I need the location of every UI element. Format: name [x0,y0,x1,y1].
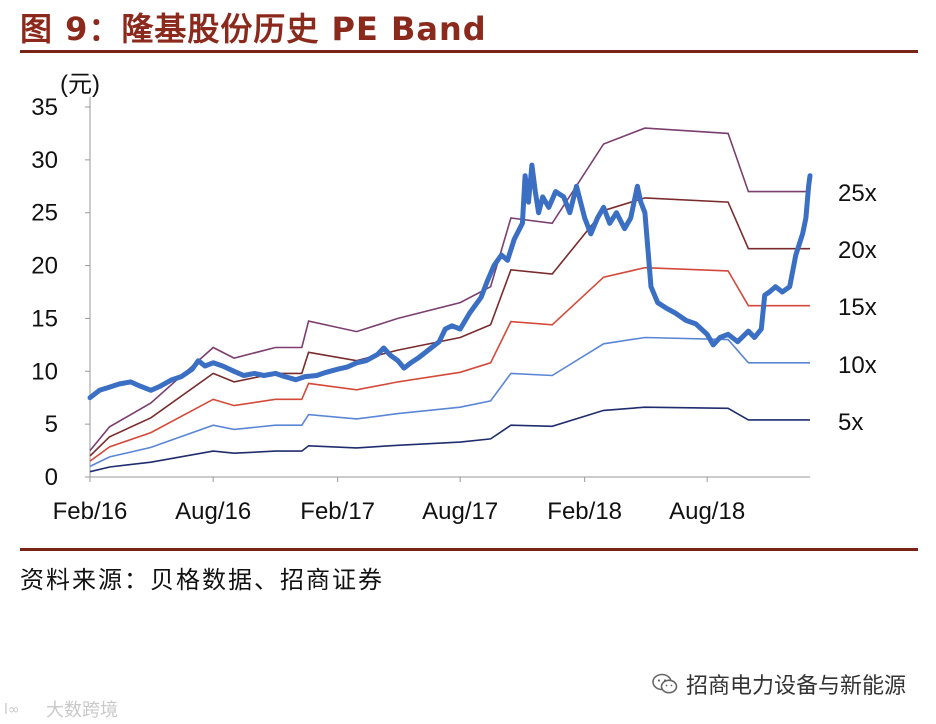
pe-band-25x [89,127,810,452]
svg-text:l∞: l∞ [4,702,20,718]
source-note: 资料来源：贝格数据、招商证券 [20,566,384,594]
band-label-25x: 25x [838,180,877,207]
y-tick-label: 20 [31,253,58,280]
y-tick-label: 15 [31,305,58,332]
x-tick-label: Aug/17 [422,498,498,525]
watermark: l∞ 大数跨境 [4,696,118,722]
x-tick-label: Aug/18 [669,498,745,525]
pe-band-5x [89,406,810,473]
labels: 25x 20x 15x 10x 5x [838,180,877,436]
axes: 0 5 10 15 20 25 30 35(元) Feb/16 Aug/16 Feb/17 Aug/1… [31,71,810,525]
watermark-logo-icon: l∞ [4,702,20,718]
price-line-group [87,162,813,401]
band-label-10x: 10x [838,352,877,379]
band-label-5x: 5x [838,409,863,436]
brand-signature: 招商电力设备与新能源 [652,668,906,700]
y-tick-label: 0 [45,464,58,491]
x-tick-label: Aug/16 [175,498,251,525]
price-line [87,162,813,401]
y-axis-label: (元) [60,71,100,98]
y-tick-label: 25 [31,200,58,227]
band-label-20x: 20x [838,237,877,264]
brand-name: 招商电力设备与新能源 [685,674,906,699]
x-tick-label: Feb/16 [53,498,128,525]
y-tick-label: 10 [31,358,58,385]
title-rule [20,50,918,53]
pe-band-15x [89,266,810,462]
source-rule [20,548,918,551]
watermark-text: 大数跨境 [46,700,118,721]
x-tick-label: Feb/17 [300,498,375,525]
pe-band-chart: 0 5 10 15 20 25 30 35(元) Feb/16 Aug/16 Feb/17 Aug/1… [31,71,877,525]
y-tick-label: 5 [45,411,58,438]
y-tick-label: 35 [31,94,58,121]
wechat-icon [652,673,678,694]
pe-band-lines [89,127,810,473]
chart-title: 图 9：隆基股份历史 PE Band [20,10,487,48]
y-tick-label: 30 [31,147,58,174]
pe-band-20x [89,197,810,457]
x-tick-label: Feb/18 [547,498,622,525]
band-label-15x: 15x [838,294,877,321]
pe-band-10x [89,336,810,468]
